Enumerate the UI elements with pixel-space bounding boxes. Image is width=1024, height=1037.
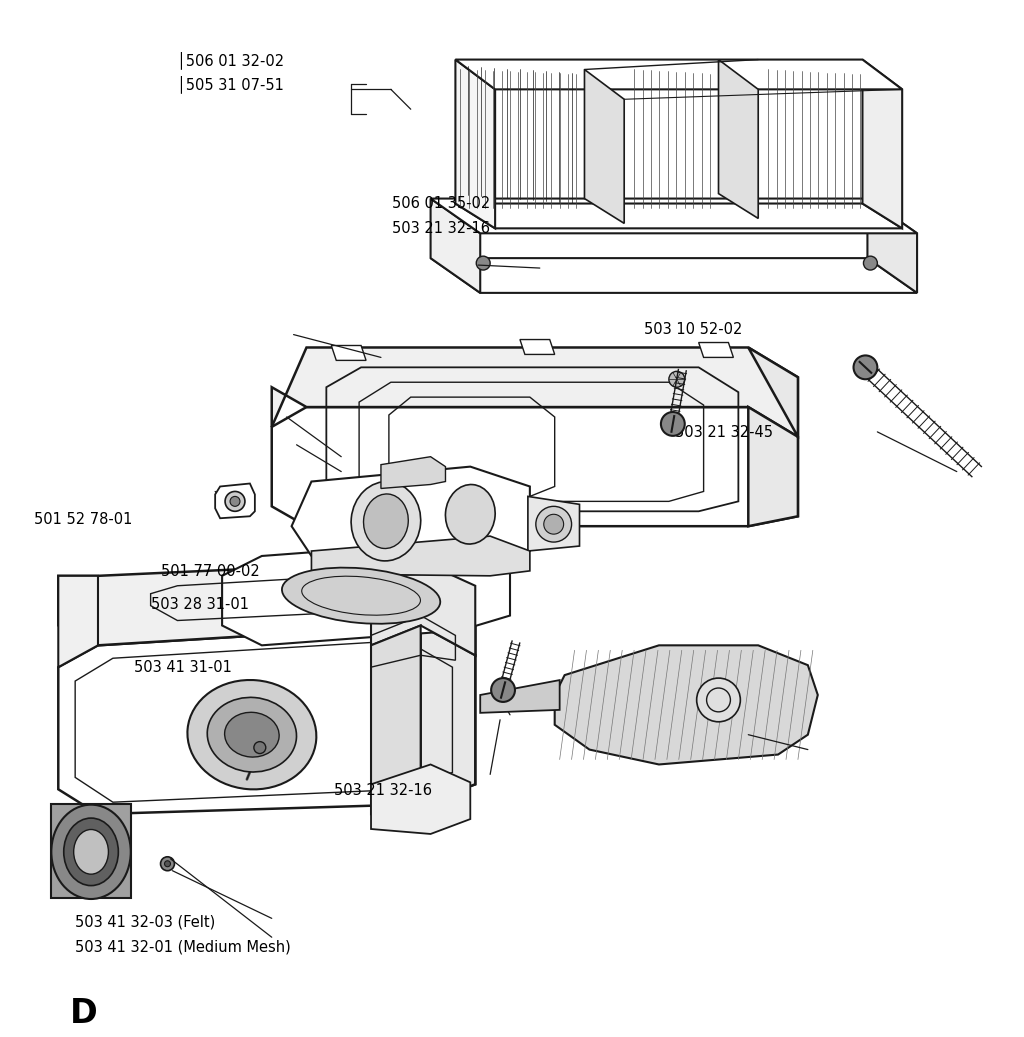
Polygon shape bbox=[271, 347, 798, 437]
Circle shape bbox=[225, 492, 245, 511]
Circle shape bbox=[487, 695, 503, 710]
Ellipse shape bbox=[351, 481, 421, 561]
Polygon shape bbox=[520, 339, 555, 355]
Polygon shape bbox=[58, 625, 475, 814]
Ellipse shape bbox=[74, 830, 109, 874]
Polygon shape bbox=[271, 408, 798, 526]
Polygon shape bbox=[430, 198, 918, 233]
Text: 503 21 32-16: 503 21 32-16 bbox=[334, 783, 432, 798]
Polygon shape bbox=[421, 561, 475, 804]
Ellipse shape bbox=[63, 818, 119, 886]
Text: 503 28 31-01: 503 28 31-01 bbox=[152, 597, 249, 612]
Text: 503 21 32-16: 503 21 32-16 bbox=[392, 221, 490, 236]
Text: 503 10 52-02: 503 10 52-02 bbox=[644, 321, 742, 337]
Polygon shape bbox=[292, 467, 529, 576]
Text: 501 52 78-01: 501 52 78-01 bbox=[34, 512, 132, 528]
Circle shape bbox=[544, 514, 563, 534]
Ellipse shape bbox=[364, 494, 409, 549]
Text: 503 21 32-45: 503 21 32-45 bbox=[675, 425, 773, 440]
Circle shape bbox=[854, 356, 878, 380]
Text: │505 31 07-51: │505 31 07-51 bbox=[176, 76, 284, 93]
Polygon shape bbox=[371, 625, 421, 814]
Polygon shape bbox=[222, 541, 510, 645]
Polygon shape bbox=[698, 342, 733, 358]
Polygon shape bbox=[430, 258, 918, 292]
Ellipse shape bbox=[51, 805, 131, 899]
Circle shape bbox=[230, 497, 240, 506]
Text: │506 01 32-02: │506 01 32-02 bbox=[176, 51, 284, 68]
Polygon shape bbox=[585, 69, 625, 223]
Polygon shape bbox=[430, 198, 480, 292]
Polygon shape bbox=[862, 59, 902, 228]
Polygon shape bbox=[480, 680, 560, 712]
Ellipse shape bbox=[187, 680, 316, 789]
Circle shape bbox=[660, 412, 685, 436]
Text: 503 41 32-03 (Felt): 503 41 32-03 (Felt) bbox=[75, 915, 215, 930]
Polygon shape bbox=[528, 497, 580, 551]
Circle shape bbox=[536, 506, 571, 542]
Circle shape bbox=[696, 678, 740, 722]
Text: 501 77 00-02: 501 77 00-02 bbox=[161, 564, 260, 579]
Text: 503 41 32-01 (Medium Mesh): 503 41 32-01 (Medium Mesh) bbox=[75, 940, 291, 955]
Ellipse shape bbox=[282, 567, 440, 624]
Circle shape bbox=[165, 861, 170, 867]
Circle shape bbox=[669, 371, 685, 387]
Circle shape bbox=[161, 857, 174, 871]
Polygon shape bbox=[456, 59, 496, 228]
Polygon shape bbox=[719, 59, 758, 219]
Text: D: D bbox=[70, 997, 97, 1030]
Polygon shape bbox=[456, 203, 902, 228]
Ellipse shape bbox=[224, 712, 280, 757]
Ellipse shape bbox=[207, 698, 297, 772]
Polygon shape bbox=[58, 576, 98, 667]
Polygon shape bbox=[311, 536, 529, 576]
Circle shape bbox=[863, 256, 878, 270]
Text: 506 01 35-02: 506 01 35-02 bbox=[392, 196, 490, 212]
Polygon shape bbox=[749, 347, 798, 526]
Polygon shape bbox=[332, 345, 366, 361]
Polygon shape bbox=[51, 804, 131, 898]
Polygon shape bbox=[555, 645, 818, 764]
Circle shape bbox=[492, 678, 515, 702]
Text: 503 41 31-01: 503 41 31-01 bbox=[134, 660, 231, 675]
Polygon shape bbox=[381, 456, 445, 488]
Ellipse shape bbox=[445, 484, 496, 544]
Polygon shape bbox=[371, 764, 470, 834]
Polygon shape bbox=[456, 59, 902, 89]
Circle shape bbox=[254, 741, 266, 754]
Polygon shape bbox=[867, 198, 918, 292]
Polygon shape bbox=[371, 561, 475, 655]
Circle shape bbox=[476, 256, 490, 270]
Polygon shape bbox=[215, 483, 255, 518]
Polygon shape bbox=[58, 561, 475, 655]
